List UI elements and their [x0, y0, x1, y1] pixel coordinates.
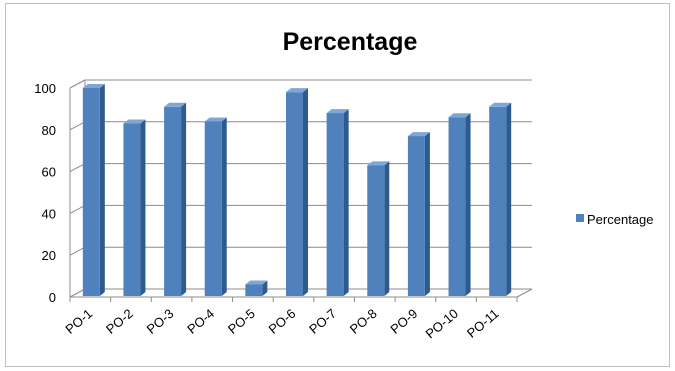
bar-top: [367, 161, 390, 166]
x-tick-label: PO-7: [306, 306, 339, 337]
gridline-side: [69, 246, 86, 256]
bar-top: [448, 113, 471, 118]
x-tick-label: PO-3: [144, 306, 177, 337]
bar-side: [465, 113, 471, 296]
bar-side: [140, 119, 146, 296]
bar-side: [221, 117, 227, 296]
bar: [448, 117, 466, 296]
x-tick-label: PO-5: [225, 306, 258, 337]
gridline-side: [69, 288, 86, 298]
bar: [326, 113, 344, 296]
bar-side: [99, 84, 105, 296]
x-tick-label: PO-9: [387, 306, 420, 337]
bar-side: [181, 102, 187, 296]
bar: [245, 284, 263, 296]
bar-top: [123, 119, 146, 124]
y-tick-label: 60: [42, 165, 56, 180]
bar-side: [262, 280, 268, 296]
bar: [123, 123, 141, 296]
gridline-side: [69, 163, 86, 173]
bar-side: [343, 109, 349, 296]
bar: [204, 121, 222, 296]
gridline-side: [69, 204, 86, 214]
legend-label: Percentage: [587, 212, 654, 227]
x-tick-label: PO-6: [266, 306, 299, 337]
bar: [407, 136, 425, 296]
bar-top: [164, 102, 187, 107]
y-tick-label: 20: [42, 248, 56, 263]
floor-edge: [516, 288, 533, 298]
bar: [164, 106, 182, 296]
x-tick-label: PO-10: [423, 306, 461, 342]
bar: [367, 165, 385, 296]
bar-top: [82, 84, 105, 88]
bar-top: [204, 117, 227, 122]
bar-top: [245, 280, 268, 285]
bar-side: [303, 88, 308, 297]
y-tick-label: 0: [49, 290, 56, 305]
gridline-side: [69, 79, 86, 89]
y-tick-label: 40: [42, 206, 56, 221]
x-tick-label: PO-2: [103, 306, 136, 337]
legend: Percentage: [576, 212, 654, 227]
x-tick-label: PO-8: [347, 306, 380, 337]
bar-side: [506, 102, 512, 296]
bar-side: [424, 132, 430, 296]
bar-top: [326, 109, 349, 114]
bar: [286, 92, 303, 297]
gridline-side: [69, 121, 86, 131]
bar-top: [489, 102, 512, 107]
x-tick-label: PO-1: [62, 306, 95, 337]
legend-swatch: [576, 213, 584, 222]
chart-title: Percentage: [282, 28, 418, 56]
bar: [489, 106, 507, 296]
bar-side: [384, 161, 390, 296]
x-tick-label: PO-11: [464, 306, 502, 341]
bar-top: [286, 88, 308, 93]
bar: [82, 88, 100, 296]
bar-top: [407, 132, 430, 137]
y-tick-label: 100: [34, 81, 56, 96]
y-tick-label: 80: [42, 123, 56, 138]
x-tick-label: PO-4: [184, 306, 217, 337]
